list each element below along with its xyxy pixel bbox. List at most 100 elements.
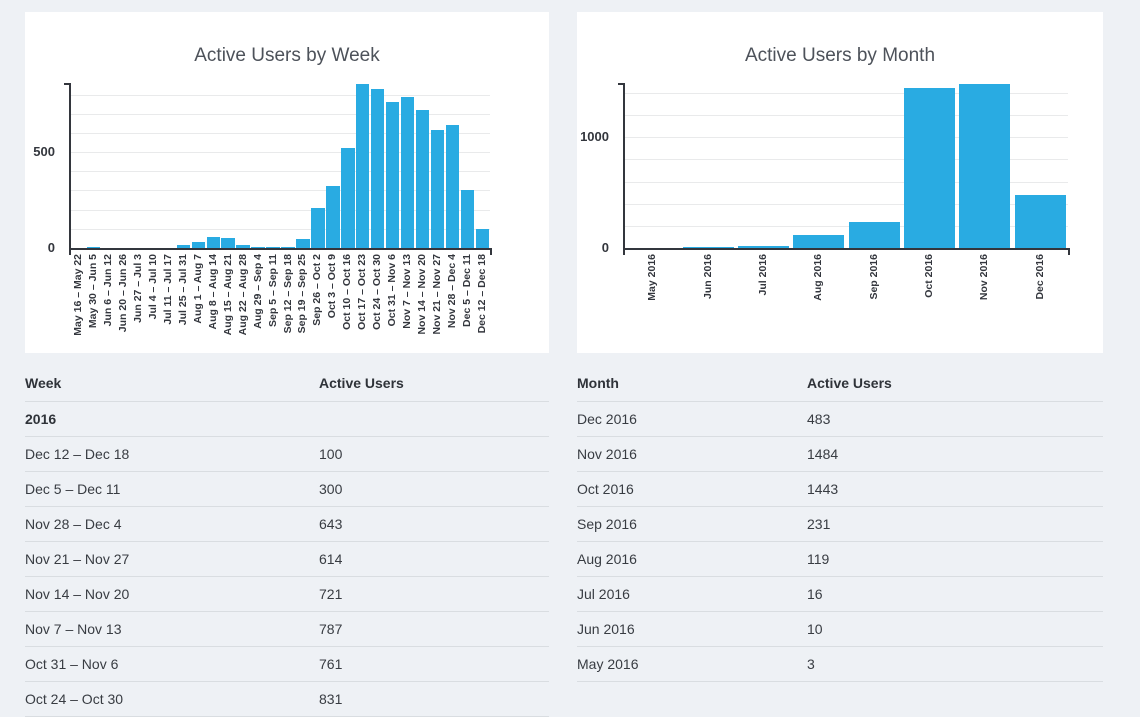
x-axis-tick-label: Dec 5 – Dec 11: [461, 254, 474, 339]
x-axis-tick-label: Jun 6 – Jun 12: [102, 254, 115, 339]
bar[interactable]: [416, 110, 429, 248]
x-axis-tick-label: Nov 14 – Nov 20: [416, 254, 429, 339]
bar[interactable]: [207, 237, 220, 248]
bar[interactable]: [959, 84, 1010, 248]
x-axis-tick-label: May 16 – May 22: [72, 254, 85, 339]
table-row-value: 483: [807, 402, 830, 436]
bar[interactable]: [904, 88, 955, 248]
table-row-label: Nov 2016: [577, 437, 637, 471]
table-row: Nov 28 – Dec 4 643: [25, 507, 549, 542]
x-axis-tick-label: Aug 1 – Aug 7: [192, 254, 205, 339]
x-axis-tick-label: Jul 11 – Jul 17: [162, 254, 175, 339]
x-axis-tick-label: Aug 8 – Aug 14: [207, 254, 220, 339]
y-axis-top-tick: [64, 83, 69, 85]
x-axis-tick-label: Oct 24 – Oct 30: [371, 254, 384, 339]
x-axis-tick-label: Aug 22 – Aug 28: [237, 254, 250, 339]
bar[interactable]: [461, 190, 474, 248]
x-axis-tick-label: Nov 28 – Dec 4: [446, 254, 459, 339]
x-axis-start-tick: [623, 248, 625, 255]
x-axis-line: [69, 248, 492, 250]
table-row-value: 614: [319, 542, 342, 576]
table-row-value: 761: [319, 647, 342, 681]
bar[interactable]: [371, 89, 384, 248]
bar[interactable]: [476, 229, 489, 248]
y-axis-tick-label: 1000: [565, 130, 609, 144]
chart-title: Active Users by Month: [577, 44, 1103, 68]
table-row-label: Dec 5 – Dec 11: [25, 472, 120, 506]
bar[interactable]: [386, 102, 399, 248]
table-row-value: 643: [319, 507, 342, 541]
bar[interactable]: [1015, 195, 1066, 249]
y-axis-tick-label: 0: [565, 241, 609, 255]
bar[interactable]: [431, 130, 444, 248]
bar[interactable]: [296, 239, 309, 248]
table-header-value: Active Users: [807, 365, 892, 401]
table-row: Oct 31 – Nov 6 761: [25, 647, 549, 682]
table-section-row: 2016: [25, 402, 549, 437]
x-axis-end-tick: [1068, 248, 1070, 255]
bar[interactable]: [326, 186, 339, 248]
x-axis-line: [623, 248, 1070, 250]
gridline: [71, 95, 490, 96]
x-axis-tick-label: May 2016: [646, 254, 659, 310]
x-axis-tick-label: Nov 7 – Nov 13: [401, 254, 414, 339]
x-axis-tick-label: Dec 12 – Dec 18: [476, 254, 489, 339]
x-axis-tick-label: Oct 3 – Oct 9: [326, 254, 339, 339]
bar[interactable]: [311, 208, 324, 248]
x-axis-tick-label: Nov 21 – Nov 27: [431, 254, 444, 339]
table-row-label: Nov 14 – Nov 20: [25, 577, 129, 611]
table-row-value: 1443: [807, 472, 838, 506]
bar[interactable]: [401, 97, 414, 248]
x-axis-tick-label: Aug 15 – Aug 21: [222, 254, 235, 339]
table-row-value: 16: [807, 577, 823, 611]
x-axis-tick-label: Dec 2016: [1034, 254, 1047, 310]
bar[interactable]: [793, 235, 844, 248]
x-axis-tick-label: Sep 5 – Sep 11: [267, 254, 280, 339]
bar[interactable]: [849, 222, 900, 248]
x-axis-tick-label: Jun 27 – Jul 3: [132, 254, 145, 339]
table-row-label: Jul 2016: [577, 577, 630, 611]
table-row-label: Dec 12 – Dec 18: [25, 437, 129, 471]
table-row: Dec 12 – Dec 18 100: [25, 437, 549, 472]
table-row-label: Nov 28 – Dec 4: [25, 507, 122, 541]
x-axis-tick-label: Jul 4 – Jul 10: [147, 254, 160, 339]
x-axis-tick-label: Sep 26 – Oct 2: [311, 254, 324, 339]
x-axis-tick-label: Sep 12 – Sep 18: [282, 254, 295, 339]
bar[interactable]: [446, 125, 459, 248]
table-row-value: 721: [319, 577, 342, 611]
table-row-value: 300: [319, 472, 342, 506]
x-axis-tick-label: Oct 10 – Oct 16: [341, 254, 354, 339]
table-header-value: Active Users: [319, 365, 404, 401]
table-row-label: Oct 24 – Oct 30: [25, 682, 123, 716]
table-row-label: Nov 21 – Nov 27: [25, 542, 129, 576]
bar[interactable]: [341, 148, 354, 248]
x-axis-start-tick: [69, 248, 71, 255]
table-row: Dec 5 – Dec 11 300: [25, 472, 549, 507]
table-row-value: 231: [807, 507, 830, 541]
table-row-value: 3: [807, 647, 815, 681]
bar[interactable]: [356, 84, 369, 248]
table-row-label: Oct 31 – Nov 6: [25, 647, 118, 681]
x-axis-tick-label: Sep 19 – Sep 25: [296, 254, 309, 339]
bar[interactable]: [221, 238, 234, 248]
x-axis-tick-label: Aug 2016: [812, 254, 825, 310]
table-row-label: Nov 7 – Nov 13: [25, 612, 122, 646]
table-row-value: 119: [807, 542, 829, 576]
table-row: Nov 21 – Nov 27 614: [25, 542, 549, 577]
table-row-value: 100: [319, 437, 342, 471]
table-section-label: 2016: [25, 402, 56, 436]
